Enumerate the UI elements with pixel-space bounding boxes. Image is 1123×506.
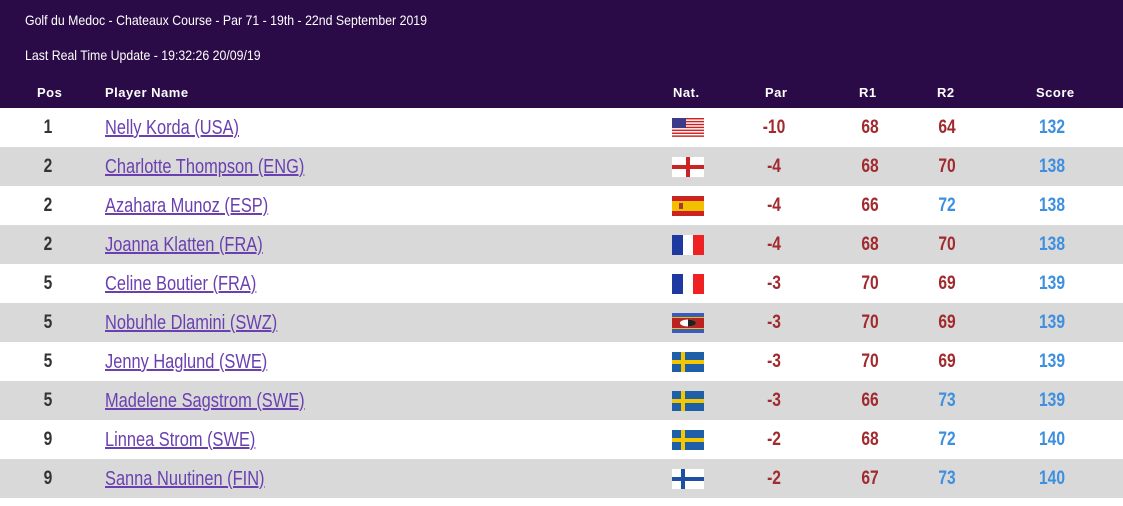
- score: 138: [1038, 156, 1065, 177]
- column-header: R1: [859, 85, 877, 100]
- par: -4: [767, 195, 781, 216]
- table-row: [0, 225, 1123, 264]
- update-time: Last Real Time Update - 19:32:26 20/09/1…: [25, 47, 261, 63]
- table-row: [0, 381, 1123, 420]
- position: 9: [43, 468, 53, 489]
- column-header: Par: [765, 85, 788, 100]
- position: 5: [43, 312, 53, 333]
- par: -3: [767, 312, 781, 333]
- player-name-link[interactable]: Nelly Korda (USA): [105, 117, 239, 139]
- nationality-flag: [672, 313, 704, 333]
- header-bar: [0, 0, 1123, 108]
- par: -10: [762, 117, 786, 138]
- position: 2: [43, 234, 53, 255]
- round-2: 72: [938, 429, 956, 450]
- column-header: Nat.: [673, 85, 700, 100]
- round-1: 70: [861, 312, 879, 333]
- par: -3: [767, 390, 781, 411]
- nationality-flag: [672, 274, 704, 294]
- position: 5: [43, 351, 53, 372]
- column-header: Pos: [37, 85, 63, 100]
- round-1: 66: [861, 390, 879, 411]
- score: 139: [1038, 390, 1065, 411]
- round-2: 69: [938, 312, 956, 333]
- player-name-link[interactable]: Celine Boutier (FRA): [105, 273, 257, 295]
- par: -2: [767, 468, 781, 489]
- nationality-flag: [672, 391, 704, 411]
- nationality-flag: [672, 469, 704, 489]
- player-name-link[interactable]: Jenny Haglund (SWE): [105, 351, 268, 373]
- score: 138: [1038, 234, 1065, 255]
- par: -4: [767, 156, 781, 177]
- round-2: 69: [938, 351, 956, 372]
- score: 139: [1038, 273, 1065, 294]
- player-name-link[interactable]: Nobuhle Dlamini (SWZ): [105, 312, 278, 334]
- round-2: 70: [938, 156, 956, 177]
- column-header: R2: [937, 85, 955, 100]
- player-name-link[interactable]: Linnea Strom (SWE): [105, 429, 256, 451]
- nationality-flag: [672, 430, 704, 450]
- column-header: Score: [1036, 85, 1075, 100]
- score: 139: [1038, 312, 1065, 333]
- round-1: 70: [861, 273, 879, 294]
- score: 132: [1038, 117, 1065, 138]
- round-2: 64: [938, 117, 956, 138]
- round-1: 68: [861, 156, 879, 177]
- round-2: 70: [938, 234, 956, 255]
- score: 138: [1038, 195, 1065, 216]
- player-name-link[interactable]: Charlotte Thompson (ENG): [105, 156, 305, 178]
- event-title: Golf du Medoc - Chateaux Course - Par 71…: [25, 12, 427, 28]
- round-1: 67: [861, 468, 879, 489]
- position: 1: [43, 117, 53, 138]
- par: -4: [767, 234, 781, 255]
- round-2: 69: [938, 273, 956, 294]
- score: 139: [1038, 351, 1065, 372]
- player-name-link[interactable]: Sanna Nuutinen (FIN): [105, 468, 265, 490]
- table-row: [0, 459, 1123, 498]
- par: -3: [767, 351, 781, 372]
- position: 5: [43, 273, 53, 294]
- round-1: 68: [861, 117, 879, 138]
- nationality-flag: [672, 196, 704, 216]
- round-1: 66: [861, 195, 879, 216]
- position: 5: [43, 390, 53, 411]
- table-row: [0, 303, 1123, 342]
- round-1: 68: [861, 234, 879, 255]
- par: -3: [767, 273, 781, 294]
- nationality-flag: [672, 235, 704, 255]
- score: 140: [1038, 468, 1065, 489]
- round-2: 73: [938, 468, 956, 489]
- round-2: 73: [938, 390, 956, 411]
- round-1: 68: [861, 429, 879, 450]
- player-name-link[interactable]: Madelene Sagstrom (SWE): [105, 390, 305, 412]
- nationality-flag: [672, 157, 704, 177]
- column-header: Player Name: [105, 85, 189, 100]
- par: -2: [767, 429, 781, 450]
- position: 9: [43, 429, 53, 450]
- player-name-link[interactable]: Joanna Klatten (FRA): [105, 234, 263, 256]
- player-name-link[interactable]: Azahara Munoz (ESP): [105, 195, 269, 217]
- position: 2: [43, 195, 53, 216]
- score: 140: [1038, 429, 1065, 450]
- position: 2: [43, 156, 53, 177]
- nationality-flag: [672, 118, 704, 138]
- table-row: [0, 147, 1123, 186]
- round-2: 72: [938, 195, 956, 216]
- nationality-flag: [672, 352, 704, 372]
- round-1: 70: [861, 351, 879, 372]
